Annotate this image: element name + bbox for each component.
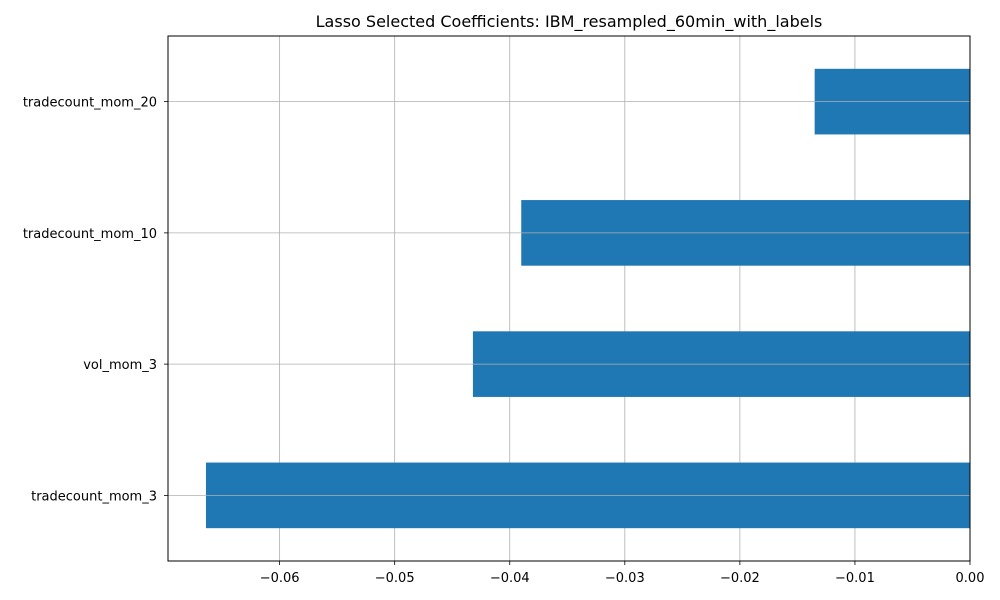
y-tick-label: tradecount_mom_10	[23, 227, 157, 242]
axes	[167, 35, 971, 562]
y-tick-label: tradecount_mom_20	[23, 96, 157, 111]
bars	[205, 68, 970, 529]
x-tick-label: −0.04	[490, 571, 530, 586]
y-tick-label: tradecount_mom_3	[31, 489, 157, 504]
x-ticks: −0.06 −0.05 −0.04 −0.03 −0.02 −0.01 0.00	[260, 561, 985, 586]
y-ticks: tradecount_mom_3 vol_mom_3 tradecount_mom_…	[23, 96, 168, 504]
y-tick-label: vol_mom_3	[83, 358, 157, 373]
x-tick-label: 0.00	[956, 571, 985, 586]
x-tick-label: −0.03	[605, 571, 645, 586]
x-tick-label: −0.02	[720, 571, 760, 586]
x-tick-label: −0.01	[835, 571, 875, 586]
plot-frame	[167, 35, 971, 562]
chart-title: Lasso Selected Coefficients: IBM_resampl…	[316, 12, 823, 32]
x-tick-label: −0.05	[375, 571, 415, 586]
x-tick-label: −0.06	[260, 571, 300, 586]
